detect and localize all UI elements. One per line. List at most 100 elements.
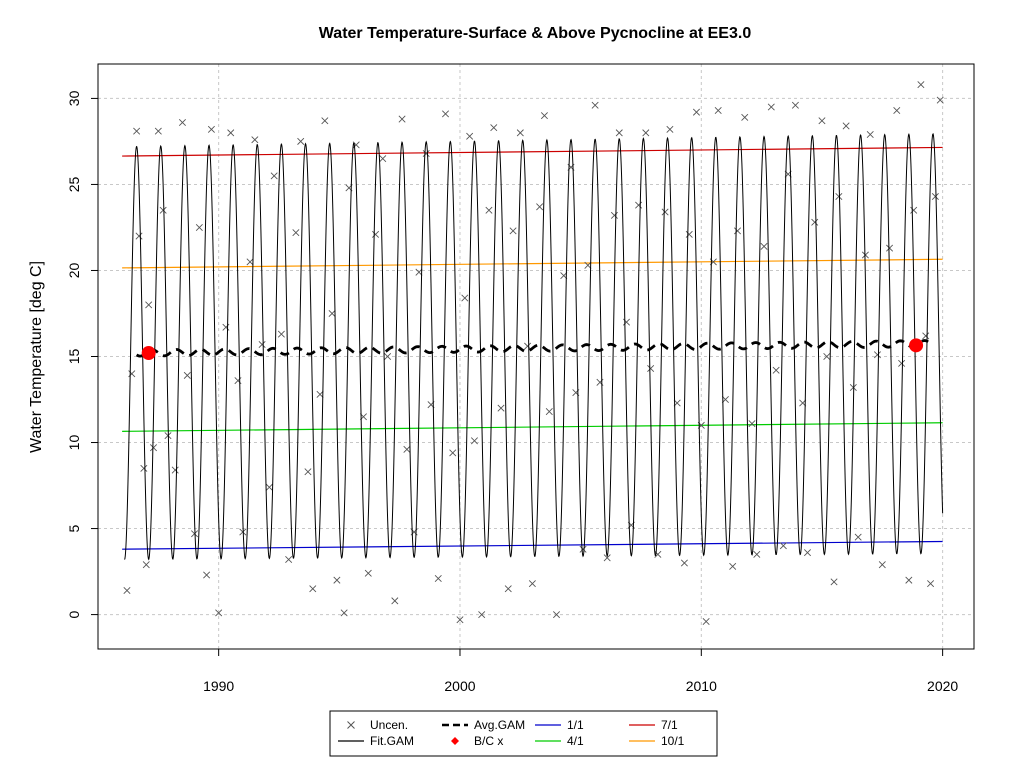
uncensored-point [372,230,380,238]
uncensored-point [579,545,587,553]
uncensored-point [803,549,812,557]
y-tick-label: 0 [66,610,82,618]
uncensored-point [922,332,930,340]
legend-diamond-marker [451,737,459,745]
uncensored-point [615,129,623,137]
legend: Uncen. Fit.GAM Avg.GAM B/C x 1/1 4/1 7/1 10/1 [329,710,718,757]
uncensored-point [610,211,618,219]
legend-label: Fit.GAM [370,734,414,748]
uncensored-point [434,574,442,582]
uncensored-point [316,390,324,398]
y-tick-label: 5 [66,524,82,532]
uncensored-point [461,294,469,302]
uncensored-point [159,206,167,214]
legend-box [329,710,718,757]
legend-label: 4/1 [567,734,584,748]
uncensored-point [504,585,512,593]
avg-gam-layer [135,339,929,358]
uncensored-point [258,340,266,348]
legend-item: Avg.GAM [442,718,525,732]
uncensored-point [171,466,179,474]
uncensored-point [552,611,561,619]
uncensored-point [524,342,532,350]
uncensored-point [183,371,191,379]
y-tick-label: 15 [66,349,82,365]
uncensored-point [898,359,906,367]
legend-item: B/C x [451,734,503,748]
uncensored-point [466,132,474,140]
legend-label: 1/1 [567,718,584,732]
uncensored-point [714,106,722,114]
uncensored-point [123,586,131,595]
uncensored-point [893,106,901,114]
uncensored-point [203,571,211,579]
uncensored-point [830,578,838,586]
uncensored-point [154,127,162,135]
uncensored-point [866,131,874,139]
fit-gam-line [124,132,944,561]
uncensored-point [246,258,254,266]
uncensored-point [133,127,141,135]
bc-point [909,338,924,353]
uncensored-point [292,229,300,237]
uncensored-point [265,483,273,491]
uncensored-point [441,110,450,118]
axes: 1990 2000 2010 2020 0 5 10 15 20 25 30 [66,90,958,694]
y-tick-label: 30 [66,90,82,106]
uncensored-point [545,408,553,416]
uncensored-point [729,562,737,570]
uncensored-point [422,149,430,157]
uncensored-point [647,365,655,373]
uncensored-point [692,108,700,116]
uncensored-point [811,218,819,226]
uncensored-point [384,352,392,361]
legend-label: B/C x [474,734,503,748]
uncensored-point [364,569,372,577]
bc-point [141,346,156,361]
uncensored-point [528,580,536,588]
uncensored-point [304,468,312,476]
uncensored-point [873,351,881,359]
uncensored-point [835,192,843,201]
uncensored-point [842,122,850,130]
avg-gam-line [135,339,929,358]
legend-label: 10/1 [661,734,685,748]
uncensored-point [741,113,749,121]
uncensored-point [854,533,862,541]
legend-item: 10/1 [629,734,685,748]
uncensored-point [285,556,293,564]
legend-label: Uncen. [370,718,408,732]
uncensored-point [191,530,199,538]
legend-item: Uncen. [347,718,408,732]
uncensored-point [685,230,693,238]
x-tick-label: 2010 [686,678,717,694]
uncensored-point [456,616,464,624]
uncensored-point [584,261,592,269]
uncensored-point [702,617,710,625]
uncensored-points [123,81,944,625]
uncensored-point [591,101,599,109]
uncensored-point [251,136,259,144]
uncensored-point [333,576,341,584]
uncensored-point [753,550,761,558]
legend-label: Avg.GAM [474,718,525,732]
uncensored-point [917,81,925,89]
legend-label: 7/1 [661,718,678,732]
uncensored-point [227,129,235,137]
uncensored-point [642,129,650,137]
uncensored-point [145,301,153,309]
series-line-4-1 [122,422,943,432]
x-tick-label: 1990 [203,678,234,694]
uncensored-point [733,227,742,235]
uncensored-point [886,244,894,252]
uncensored-point [379,155,387,163]
uncensored-point [497,404,505,412]
uncensored-point [927,580,935,588]
uncensored-point [603,554,611,562]
uncensored-point [931,192,939,201]
legend-x-marker [347,721,355,729]
uncensored-point [680,559,688,567]
uncensored-point [478,611,486,619]
uncensored-point [178,118,186,127]
